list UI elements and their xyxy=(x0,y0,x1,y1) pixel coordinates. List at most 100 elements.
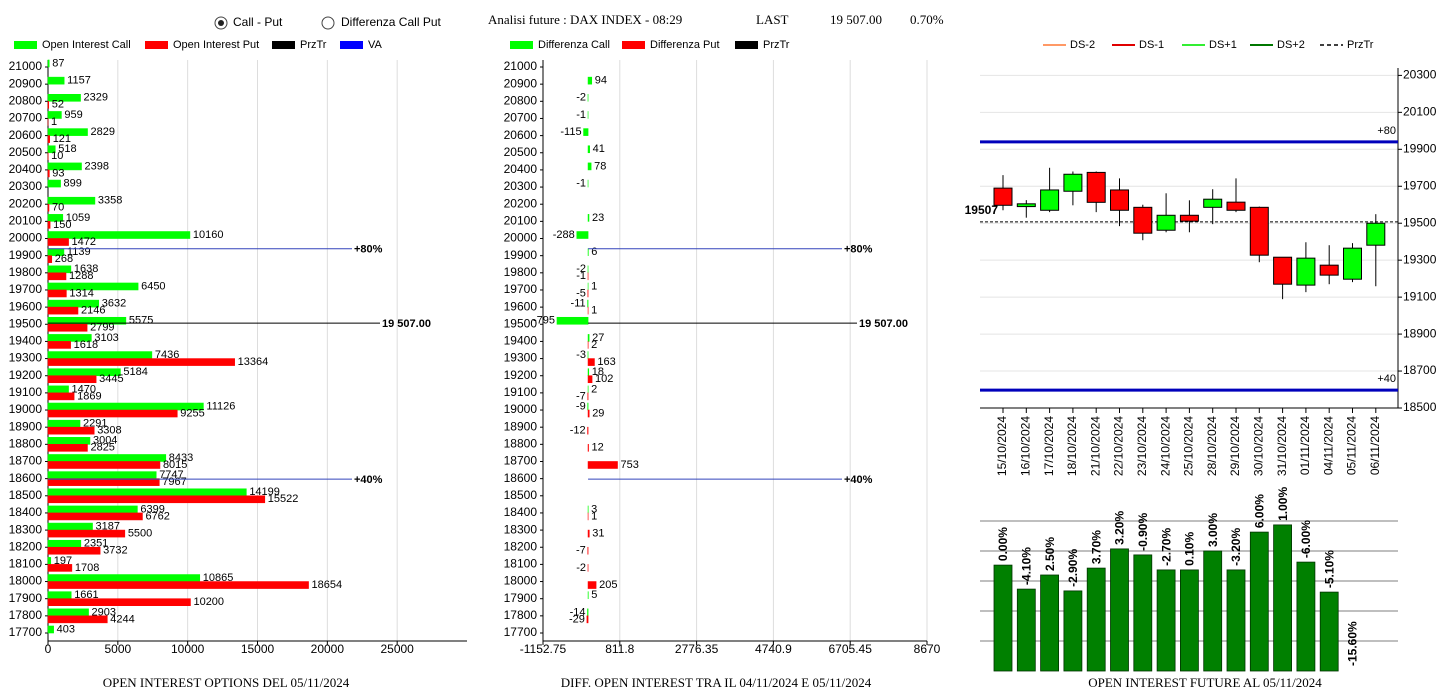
bar xyxy=(587,608,589,617)
bar-label: 6450 xyxy=(141,280,165,292)
bar xyxy=(993,564,1013,672)
bar-label: 10865 xyxy=(203,572,234,584)
bar-label: 2291 xyxy=(83,418,107,430)
bar-label: 899 xyxy=(64,177,82,189)
bar xyxy=(47,265,72,274)
legend-label: PrzTr xyxy=(300,39,327,51)
y-tick-label: 19200 xyxy=(9,368,43,382)
bar-label: 2 xyxy=(591,383,597,395)
bar-label: 2398 xyxy=(84,160,108,172)
y-tick-label: 18500 xyxy=(9,488,43,502)
radio-label[interactable]: Differenza Call Put xyxy=(341,15,441,29)
y-tick-label: 19000 xyxy=(9,402,43,416)
x-tick-label: 6705.45 xyxy=(829,642,873,656)
bar-label: 87 xyxy=(52,57,64,69)
bar-label: 1314 xyxy=(69,287,93,299)
bar xyxy=(1133,554,1153,672)
y-tick-label: 19500 xyxy=(9,316,43,330)
bar-label: 1.00% xyxy=(1276,487,1290,521)
bar-label: 3103 xyxy=(94,332,118,344)
candle-body xyxy=(1366,222,1386,246)
bar xyxy=(47,529,126,538)
bar-label: 12 xyxy=(592,442,604,454)
x-tick-label: 31/10/2024 xyxy=(1275,416,1289,476)
bar xyxy=(47,392,75,401)
bar xyxy=(47,574,201,582)
legend-label: DS-2 xyxy=(1070,39,1095,51)
y-tick-label: 18700 xyxy=(1403,363,1437,377)
x-tick-label: -1152.75 xyxy=(520,642,567,656)
x-tick-label: 15000 xyxy=(241,642,275,656)
bar xyxy=(47,598,191,606)
bar-label: 7967 xyxy=(162,476,186,488)
bar-label: 29 xyxy=(592,407,604,419)
bar-label: 5184 xyxy=(123,366,147,378)
bar-label: 18 xyxy=(592,366,604,378)
y-tick-label: 19100 xyxy=(504,385,538,399)
x-tick-label: 29/10/2024 xyxy=(1228,416,1242,476)
x-tick-label: 06/11/2024 xyxy=(1368,416,1382,475)
x-tick-label: 2776.35 xyxy=(675,642,719,656)
bar xyxy=(47,461,161,469)
bar-label: 5575 xyxy=(129,315,153,327)
bar-label: -2.90% xyxy=(1066,549,1080,587)
y-tick-label: 17700 xyxy=(504,625,538,639)
y-tick-label: 17700 xyxy=(9,625,43,639)
bar-label: 1 xyxy=(591,510,597,522)
bar xyxy=(47,581,309,589)
x-tick-label: 15/10/2024 xyxy=(995,416,1009,476)
bar-label: 3732 xyxy=(103,545,127,557)
bar-label: 8433 xyxy=(169,452,193,464)
candle-body xyxy=(1016,203,1036,208)
bar-label: -795 xyxy=(533,315,555,327)
y-tick-label: 20000 xyxy=(9,231,43,245)
bar-label: -2 xyxy=(576,92,586,104)
bar xyxy=(47,214,64,222)
x-tick-label: 24/10/2024 xyxy=(1158,416,1172,476)
legend-label: DS+1 xyxy=(1209,39,1237,51)
radio-diff[interactable] xyxy=(321,16,335,30)
bar xyxy=(1203,550,1223,672)
bar xyxy=(1249,531,1269,672)
y-tick-label: 18900 xyxy=(1403,326,1437,340)
bar xyxy=(47,94,81,102)
bar xyxy=(47,471,157,479)
y-tick-label: 20100 xyxy=(504,214,538,228)
bar xyxy=(47,221,51,229)
bar-label: 2829 xyxy=(91,126,115,138)
bar-label: 0.10% xyxy=(1183,532,1197,566)
y-tick-label: 18800 xyxy=(9,437,43,451)
bar-label: -14 xyxy=(570,606,586,618)
candle-body xyxy=(1273,256,1293,285)
y-tick-label: 19200 xyxy=(504,368,538,382)
legend-swatch xyxy=(272,41,295,49)
bar-label: 1472 xyxy=(72,236,96,248)
y-tick-label: 17900 xyxy=(9,591,43,605)
bar-label: 10160 xyxy=(193,229,224,241)
bar-label: 102 xyxy=(595,373,613,385)
bar xyxy=(47,59,50,68)
bar-label: 1288 xyxy=(69,270,93,282)
legend-label: Differenza Put xyxy=(650,39,720,51)
bar-label: 2 xyxy=(591,339,597,351)
bar-label: 2.50% xyxy=(1043,537,1057,571)
bar-label: 1157 xyxy=(67,75,91,87)
level-label: 19 507.00 xyxy=(382,318,431,330)
x-tick-label: 04/11/2024 xyxy=(1321,416,1335,475)
bar xyxy=(47,162,82,171)
bar-label: 2799 xyxy=(90,322,114,334)
bar xyxy=(587,334,590,342)
bar-label: 18654 xyxy=(312,579,343,591)
bar-label: 197 xyxy=(54,555,72,567)
x-tick-label: 22/10/2024 xyxy=(1112,416,1126,476)
radio-label[interactable]: Call - Put xyxy=(233,15,283,29)
bar xyxy=(47,231,191,239)
last-label: LAST xyxy=(756,12,789,27)
x-tick-label: 16/10/2024 xyxy=(1018,416,1032,476)
bar-label: 11126 xyxy=(206,400,235,412)
bar xyxy=(47,145,56,154)
bar-label: 3445 xyxy=(99,373,123,385)
y-tick-label: 18700 xyxy=(9,454,43,468)
bar-label: 27 xyxy=(592,332,604,344)
bar-label: -12 xyxy=(570,425,586,437)
